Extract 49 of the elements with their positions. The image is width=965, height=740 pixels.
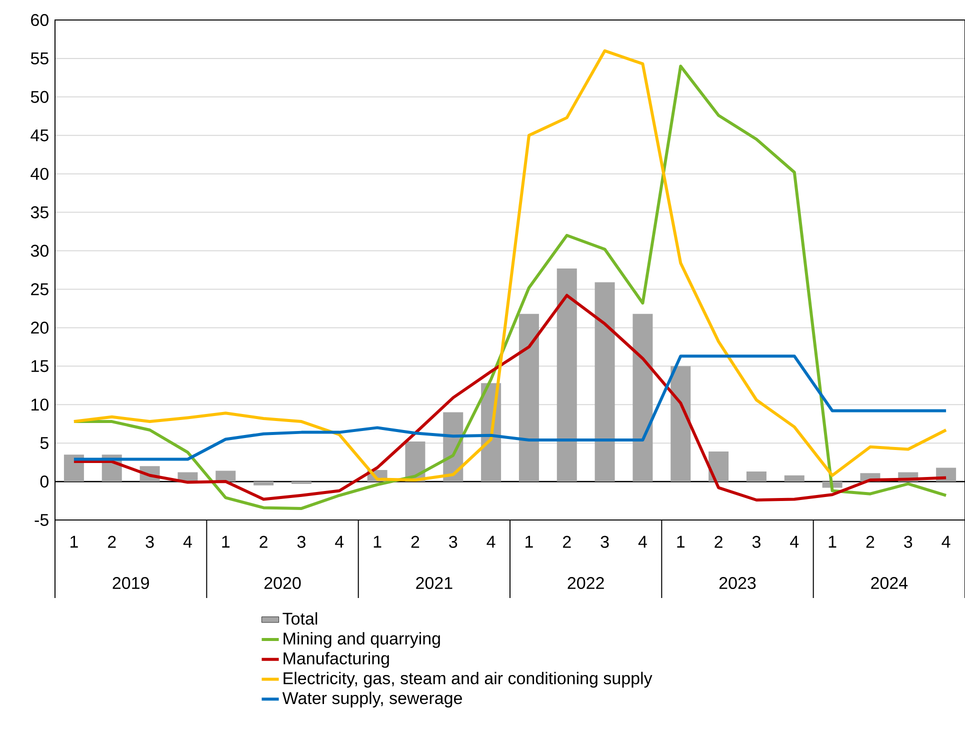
x-tick-label: 2 xyxy=(563,536,571,548)
y-tick-label: 50 xyxy=(30,90,48,103)
x-tick-label: 3 xyxy=(752,536,760,548)
y-tick-label: 55 xyxy=(30,52,48,64)
text: 2020 xyxy=(264,576,301,590)
y-tick-label: 30 xyxy=(30,244,48,257)
y-tick-label: -5 xyxy=(34,514,48,526)
x-tick-label: 4 xyxy=(942,536,950,548)
x-tick-label: 1 xyxy=(222,536,230,548)
legend-label: Mining and quarrying xyxy=(284,632,440,648)
x-tick-label: 4 xyxy=(335,536,344,548)
x-tick-label: 4 xyxy=(638,536,647,548)
x-tick-label: 3 xyxy=(600,536,609,548)
legend-label: Water supply, sewerage xyxy=(282,692,462,708)
text: 2022 xyxy=(568,576,604,590)
x-tick-label: 2 xyxy=(714,536,722,548)
x-tick-label: 2 xyxy=(411,536,420,548)
y-tick-label: 0 xyxy=(40,476,48,488)
y-tick-label: 15 xyxy=(32,360,48,372)
x-tick-label: 3 xyxy=(449,536,458,548)
x-tick-label: 4 xyxy=(486,536,496,548)
text: 2021 xyxy=(416,576,452,590)
x-tick-label: 1 xyxy=(677,536,685,548)
y-tick-label: 25 xyxy=(31,283,48,296)
x-tick-label: 1 xyxy=(828,536,836,548)
x-tick-label: 2 xyxy=(866,536,874,548)
x-tick-label: 4 xyxy=(790,536,799,548)
x-tick-label: 1 xyxy=(374,536,382,548)
y-tick-label: 10 xyxy=(32,398,48,411)
legend-label: Total xyxy=(282,612,318,625)
y-tick-label: 35 xyxy=(30,206,48,218)
y-tick-label: 5 xyxy=(40,437,48,450)
x-tick-label: 4 xyxy=(183,536,192,548)
y-tick-label: 40 xyxy=(30,168,48,180)
x-tick-label: 2 xyxy=(260,536,268,548)
x-tick-label: 3 xyxy=(297,536,306,548)
x-tick-label: 1 xyxy=(70,536,78,548)
legend-label: Manufacturing xyxy=(284,652,389,668)
x-tick-label: 2 xyxy=(108,536,116,548)
text: 2019 xyxy=(112,576,149,590)
y-tick-label: 45 xyxy=(30,129,48,142)
y-tick-label: 60 xyxy=(31,14,48,26)
x-tick-label: 1 xyxy=(526,536,533,548)
x-tick-label: 3 xyxy=(904,536,912,548)
legend-label: Electricity, gas, steam and air conditioning supply xyxy=(284,672,652,688)
y-tick-label: 20 xyxy=(31,322,48,334)
x-tick-label: 3 xyxy=(146,536,154,548)
text: 2023 xyxy=(719,576,756,590)
text: 2024 xyxy=(871,576,908,590)
